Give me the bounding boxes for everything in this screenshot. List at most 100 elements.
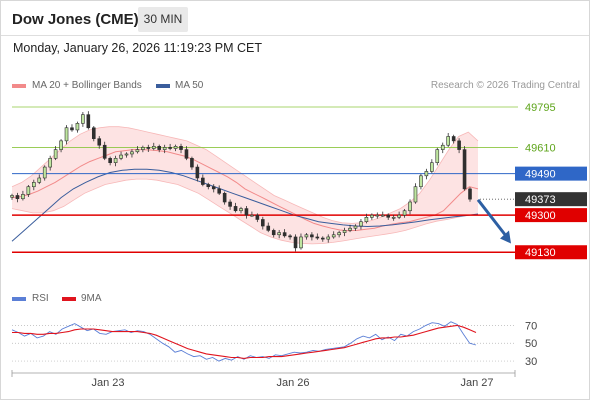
support-label: 49130 bbox=[525, 247, 556, 259]
candle-body bbox=[102, 144, 107, 159]
candle bbox=[266, 222, 271, 233]
candle bbox=[331, 231, 336, 239]
candle-body bbox=[266, 225, 271, 231]
candle-body bbox=[359, 221, 363, 227]
bollinger-upper-line bbox=[11, 126, 479, 224]
forecast-arrow-head bbox=[500, 230, 511, 244]
candle-body bbox=[113, 158, 118, 164]
candle-body bbox=[151, 146, 156, 149]
candle-body bbox=[380, 214, 385, 217]
candle-body bbox=[135, 149, 140, 153]
candle bbox=[124, 152, 129, 158]
candle bbox=[113, 155, 118, 167]
candle bbox=[250, 211, 254, 217]
candle-body bbox=[337, 232, 341, 236]
candle bbox=[380, 211, 385, 217]
candle-body bbox=[391, 216, 396, 219]
candle-body bbox=[37, 177, 42, 183]
candle-body bbox=[255, 214, 260, 220]
candle-body bbox=[108, 158, 112, 164]
candle-body bbox=[304, 234, 309, 238]
candle bbox=[446, 133, 450, 147]
candle bbox=[320, 236, 325, 242]
candle bbox=[119, 151, 123, 161]
candle-body bbox=[299, 236, 303, 249]
resistance-label: 49610 bbox=[525, 142, 556, 154]
candle-body bbox=[70, 127, 74, 131]
candle bbox=[282, 229, 287, 238]
candle bbox=[386, 213, 391, 220]
candle-body bbox=[288, 235, 292, 238]
candle bbox=[261, 216, 265, 230]
candle bbox=[299, 233, 303, 250]
candle-body bbox=[42, 166, 47, 179]
candle bbox=[32, 179, 36, 191]
candle bbox=[75, 121, 80, 133]
candle bbox=[86, 111, 91, 130]
candle-body bbox=[250, 214, 254, 217]
candle-body bbox=[195, 166, 200, 179]
candle bbox=[288, 234, 292, 240]
candle bbox=[310, 232, 314, 241]
candle bbox=[102, 141, 107, 161]
candle bbox=[364, 213, 369, 224]
candle bbox=[190, 156, 194, 170]
candle-body bbox=[386, 214, 391, 218]
candle bbox=[97, 136, 102, 149]
candle-body bbox=[353, 225, 358, 229]
candle-body bbox=[124, 153, 129, 156]
candle-body bbox=[320, 237, 325, 240]
timeframe-badge[interactable]: 30 MIN bbox=[138, 7, 188, 32]
last-price-label-bg bbox=[515, 192, 587, 207]
candle bbox=[315, 233, 320, 240]
candle bbox=[408, 199, 412, 215]
candle bbox=[451, 134, 456, 144]
candle-body bbox=[397, 214, 401, 218]
candle bbox=[108, 156, 112, 166]
x-tick-label: Jan 27 bbox=[460, 377, 493, 389]
candle-body bbox=[141, 147, 145, 150]
candle bbox=[419, 174, 423, 190]
candle bbox=[468, 187, 472, 202]
rsi-tick-label: 70 bbox=[525, 320, 537, 332]
candle-body bbox=[75, 123, 80, 131]
support-label-bg bbox=[515, 245, 587, 260]
candle-body bbox=[211, 186, 216, 190]
candle-body bbox=[32, 182, 36, 188]
candle-body bbox=[168, 147, 172, 149]
candle-body bbox=[462, 149, 467, 190]
candle bbox=[195, 164, 200, 182]
candle bbox=[26, 184, 31, 197]
candle bbox=[10, 193, 14, 200]
rsi-legend-label: RSI bbox=[32, 293, 49, 304]
bollinger-band-fill bbox=[12, 126, 478, 244]
candle-body bbox=[217, 188, 221, 194]
candle-body bbox=[130, 151, 134, 155]
timestamp: Monday, January 26, 2026 11:19:23 PM CET bbox=[13, 41, 262, 55]
candle bbox=[304, 233, 309, 240]
pivot-label-bg bbox=[515, 166, 587, 181]
candle-body bbox=[261, 219, 265, 227]
candle bbox=[348, 224, 352, 233]
candle bbox=[255, 213, 260, 223]
candle-body bbox=[408, 201, 412, 212]
candle-body bbox=[10, 195, 14, 198]
candle-body bbox=[413, 186, 418, 203]
candle bbox=[353, 224, 358, 231]
candle bbox=[370, 213, 374, 220]
candle bbox=[244, 205, 249, 219]
candle bbox=[70, 124, 74, 132]
resistance-label: 49795 bbox=[525, 102, 556, 114]
candle-body bbox=[310, 234, 314, 238]
candle-body bbox=[326, 236, 331, 240]
candle-body bbox=[440, 144, 445, 150]
candle-body bbox=[282, 232, 287, 237]
support-label-bg bbox=[515, 208, 587, 223]
candle-body bbox=[157, 146, 162, 150]
candle bbox=[173, 144, 178, 152]
candle bbox=[21, 190, 25, 201]
rsi-swatch bbox=[12, 297, 26, 301]
ma20-line bbox=[11, 149, 479, 232]
candle-body bbox=[81, 114, 85, 124]
candle bbox=[162, 144, 167, 154]
